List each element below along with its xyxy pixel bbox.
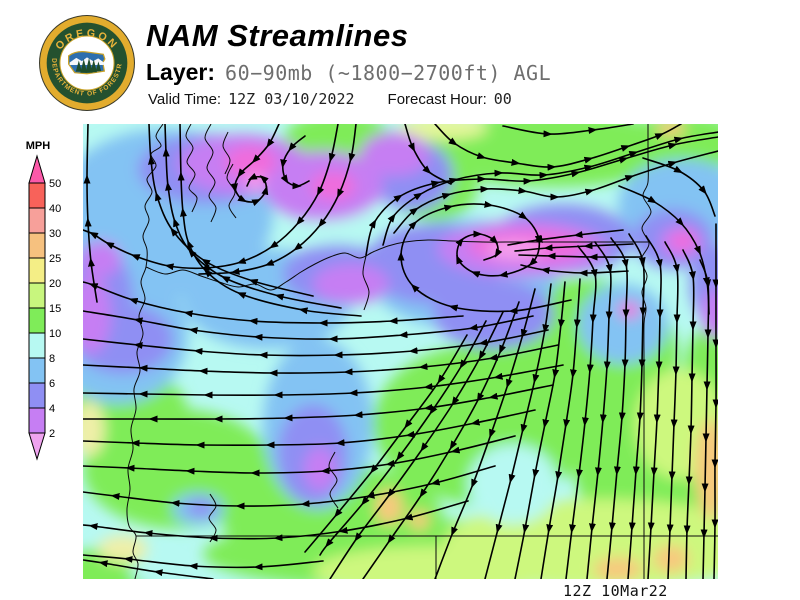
layer-value: 60−90mb (~1800−2700ft) AGL xyxy=(225,61,552,85)
streamline xyxy=(507,229,624,246)
valid-time-row: Valid Time: 12Z 03/10/2022 Forecast Hour… xyxy=(148,90,512,108)
colorbar-tick-label: 25 xyxy=(49,253,61,265)
streamline xyxy=(606,237,630,579)
streamline xyxy=(231,124,280,207)
colorbar-tick-label: 40 xyxy=(49,203,61,215)
wind-speed-blob xyxy=(83,401,105,457)
colorbar-segment xyxy=(28,307,46,334)
streamline xyxy=(514,242,634,252)
colorbar-segment xyxy=(28,257,46,284)
streamline xyxy=(642,157,716,217)
streamline-map xyxy=(83,124,718,579)
colorbar-segment xyxy=(28,207,46,234)
wind-speed-blob xyxy=(468,444,558,524)
colorbar-segment xyxy=(28,382,46,409)
colorbar-tick-label: 4 xyxy=(49,403,55,415)
colorbar-tick-label: 20 xyxy=(49,278,61,290)
wind-speed-blob xyxy=(360,132,430,176)
streamline xyxy=(682,249,697,579)
streamline xyxy=(83,124,98,303)
wind-speed-blob xyxy=(313,546,553,579)
colorbar-segment xyxy=(28,332,46,359)
streamline xyxy=(711,223,718,579)
forecast-hour-value: 00 xyxy=(493,90,512,108)
streamline xyxy=(83,559,214,579)
colorbar-segment xyxy=(28,407,46,434)
colorbar-segment xyxy=(28,232,46,259)
streamline xyxy=(502,124,634,138)
streamline xyxy=(198,124,357,275)
wind-speed-blob xyxy=(618,302,640,318)
wind-speed-blob xyxy=(313,264,389,304)
colorbar-segment xyxy=(28,357,46,384)
streamline xyxy=(699,259,712,579)
colorbar-tick-label: 2 xyxy=(49,428,55,440)
streamline xyxy=(645,235,664,579)
streamline xyxy=(518,252,642,261)
wind-speed-blob xyxy=(225,146,277,178)
streamline xyxy=(280,135,310,190)
valid-time-value: 12Z 03/10/2022 xyxy=(228,90,355,108)
wind-speed-blob xyxy=(593,557,643,579)
streamline xyxy=(434,124,682,171)
tree-art xyxy=(75,57,102,73)
wind-speed-blob xyxy=(653,545,689,573)
colorbar-tick-label: 8 xyxy=(49,353,55,365)
forecast-hour-label: Forecast Hour: xyxy=(387,91,487,108)
streamline xyxy=(627,233,647,579)
wind-speed-colorbar: 50 40 30 25 20 15 10 8 6 4 2 xyxy=(28,154,61,461)
layer-row: Layer: 60−90mb (~1800−2700ft) AGL xyxy=(146,59,551,86)
colorbar-tick-label: 15 xyxy=(49,303,61,315)
layer-label: Layer: xyxy=(146,59,216,85)
page-title: NAM Streamlines xyxy=(146,18,409,53)
streamlines xyxy=(83,124,718,579)
colorbar-under-arrow xyxy=(28,432,46,461)
colorbar-tick-label: 30 xyxy=(49,228,61,240)
colorbar-segment xyxy=(28,182,46,209)
colorbar-tick-label: 6 xyxy=(49,378,55,390)
colorbar-tick-label: 10 xyxy=(49,328,61,340)
colorbar-units-label: MPH xyxy=(25,140,51,152)
streamline xyxy=(83,554,324,571)
colorbar-tick-label: 50 xyxy=(49,178,61,190)
streamline xyxy=(664,241,681,579)
wind-speed-blob xyxy=(304,447,336,491)
odf-logo: OREGON DEPARTMENT OF FORESTRY xyxy=(38,14,135,111)
colorbar-over-arrow xyxy=(28,154,46,184)
streamline xyxy=(404,124,452,185)
map-timestamp: 12Z 10Mar22 xyxy=(563,582,668,600)
valid-time-label: Valid Time: xyxy=(148,91,222,108)
streamline xyxy=(304,334,468,553)
wind-speed-blob xyxy=(670,231,696,251)
colorbar-segment xyxy=(28,282,46,309)
